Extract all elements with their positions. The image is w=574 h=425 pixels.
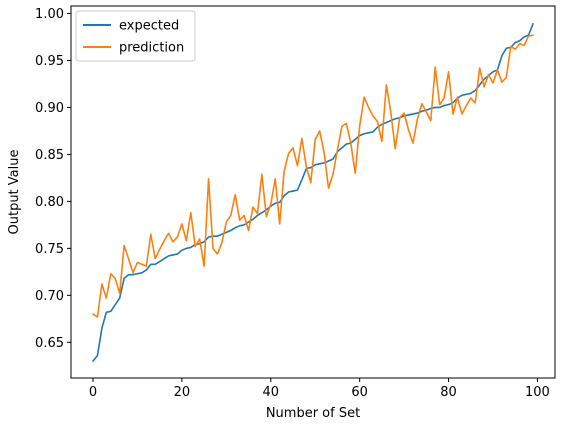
- y-axis: 0.65 0.70 0.75 0.80 0.85 0.90 0.95 1.00: [35, 7, 71, 351]
- y-tick-label: 0.80: [35, 195, 64, 210]
- y-tick-label: 0.75: [35, 242, 64, 257]
- legend-box: [75, 10, 196, 62]
- y-tick-label: 0.65: [35, 336, 64, 351]
- y-tick-label: 0.85: [35, 148, 64, 163]
- legend-label-prediction: prediction: [119, 41, 184, 56]
- legend-label-expected: expected: [119, 19, 179, 34]
- axes-frame: [70, 5, 556, 379]
- x-tick-label: 100: [525, 385, 550, 400]
- x-axis: 0 20 40 60 80 100: [89, 378, 550, 400]
- x-tick-label: 60: [351, 385, 368, 400]
- series-line-prediction: [92, 34, 534, 318]
- legend: expected prediction: [75, 10, 196, 62]
- y-tick-label: 0.95: [35, 54, 64, 69]
- plot-area: [92, 23, 534, 362]
- y-tick-label: 0.90: [35, 101, 64, 116]
- x-tick-label: 0: [89, 385, 97, 400]
- x-axis-label: Number of Set: [266, 406, 360, 421]
- y-tick-label: 0.70: [35, 289, 64, 304]
- x-tick-label: 80: [440, 385, 457, 400]
- x-tick-label: 40: [263, 385, 280, 400]
- y-tick-label: 1.00: [35, 7, 64, 22]
- y-axis-label: Output Value: [7, 150, 22, 235]
- x-tick-label: 20: [174, 385, 191, 400]
